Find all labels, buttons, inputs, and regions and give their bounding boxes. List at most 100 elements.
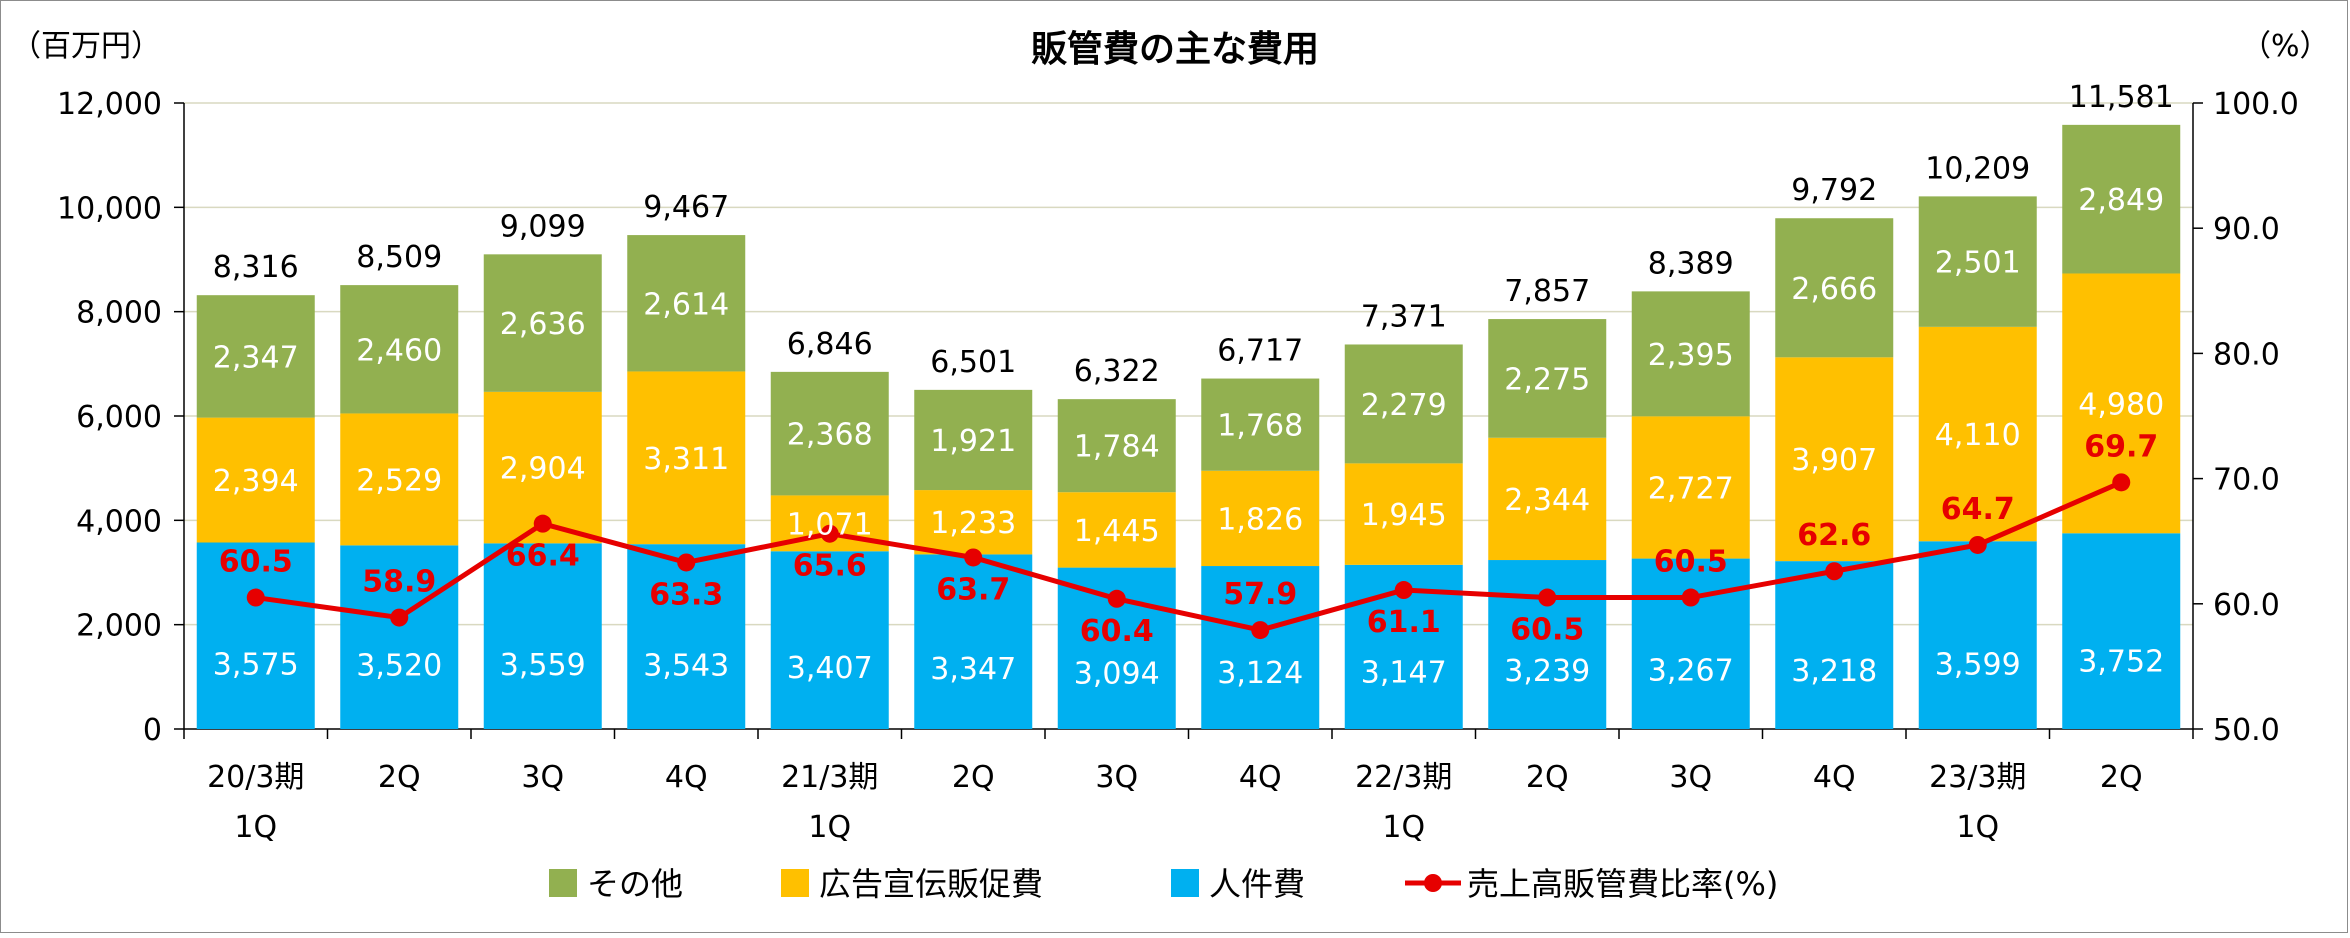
ratio-point (964, 548, 983, 567)
chart-title: 販管費の主な費用 (1031, 29, 1319, 70)
bar-advertising (1344, 463, 1463, 565)
left-tick-label: 4,000 (76, 504, 162, 539)
category-label: 2Q (2100, 760, 2143, 795)
segment-label-other: 1,768 (1217, 409, 1303, 444)
legend-marker (1424, 874, 1442, 892)
segment-label-personnel: 3,094 (1074, 657, 1160, 692)
segment-label-advertising: 1,445 (1074, 514, 1160, 549)
axes: 12,000 10,000 8,000 6,000 4,000 2,000 0 100.0 90… (57, 87, 2299, 845)
segment-label-personnel: 3,124 (1217, 656, 1303, 691)
bar-personnel (627, 544, 746, 729)
left-tick-label: 0 (143, 713, 162, 748)
segment-label-advertising: 1,826 (1217, 502, 1303, 537)
segment-label-other: 2,460 (356, 333, 442, 368)
ratio-label: 60.5 (1510, 613, 1584, 648)
ratio-label: 61.1 (1367, 605, 1441, 640)
ratio-point (533, 514, 552, 533)
bar-personnel (1775, 561, 1894, 729)
total-label: 6,846 (787, 327, 873, 362)
category-label: 3Q (1669, 760, 1712, 795)
data-labels: 3,575 2,394 2,347 8,316 3,520 2,529 2,460 8,509… (213, 80, 2174, 692)
ratio-point (390, 608, 409, 627)
segment-label-other: 1,784 (1074, 430, 1160, 465)
ratio-point (1538, 588, 1557, 607)
segment-label-personnel: 3,347 (930, 652, 1016, 687)
ratio-point (2112, 473, 2131, 492)
bar-other (1201, 378, 1320, 471)
segment-label-other: 2,347 (213, 340, 299, 375)
category-label: 21/3期 (781, 760, 878, 795)
category-sublabel: 1Q (1382, 810, 1425, 845)
bar-advertising (1488, 437, 1607, 561)
bar-personnel (483, 543, 602, 729)
total-label: 8,316 (213, 250, 299, 285)
segment-label-personnel: 3,267 (1648, 653, 1734, 688)
category-label: 4Q (1813, 760, 1856, 795)
segment-label-advertising: 4,110 (1935, 418, 2021, 453)
segment-label-personnel: 3,559 (500, 648, 586, 683)
segment-label-other: 2,614 (643, 287, 729, 322)
legend-swatch (1171, 869, 1199, 897)
right-tick-label: 70.0 (2213, 463, 2280, 498)
category-label: 2Q (952, 760, 995, 795)
segment-label-personnel: 3,520 (356, 649, 442, 684)
ratio-point (1825, 562, 1844, 581)
legend-label: その他 (587, 865, 683, 903)
left-tick-label: 12,000 (57, 87, 162, 122)
segment-label-other: 2,395 (1648, 338, 1734, 373)
right-tick-label: 80.0 (2213, 337, 2280, 372)
ratio-point (1394, 581, 1413, 600)
total-label: 6,322 (1074, 354, 1160, 389)
bar-other (1775, 218, 1894, 358)
ratio-label: 57.9 (1223, 577, 1297, 612)
ratio-label: 60.5 (1654, 545, 1728, 580)
legend-label: 広告宣伝販促費 (819, 865, 1043, 903)
ratio-point (1251, 621, 1270, 640)
ratio-label: 63.7 (936, 572, 1010, 607)
ratio-point (1107, 589, 1126, 608)
segment-label-advertising: 2,904 (500, 452, 586, 487)
bar-other (627, 235, 746, 372)
bar-advertising (914, 490, 1033, 555)
total-label: 9,467 (643, 190, 729, 225)
segment-label-other: 2,501 (1935, 246, 2021, 281)
bar-other (196, 295, 315, 418)
category-sublabel: 1Q (1956, 810, 1999, 845)
segment-label-advertising: 2,529 (356, 463, 442, 498)
segment-label-personnel: 3,147 (1361, 656, 1447, 691)
segment-label-advertising: 1,945 (1361, 498, 1447, 533)
segment-label-personnel: 3,407 (787, 651, 873, 686)
ratio-label: 62.6 (1797, 518, 1871, 553)
bar-other (770, 371, 889, 496)
bar-personnel (340, 545, 459, 729)
segment-label-advertising: 1,071 (787, 507, 873, 542)
bar-personnel (770, 551, 889, 729)
category-label: 4Q (1239, 760, 1282, 795)
bar-other (1631, 291, 1750, 417)
right-tick-label: 60.0 (2213, 588, 2280, 623)
category-label: 22/3期 (1355, 760, 1452, 795)
ratio-label: 63.3 (649, 577, 723, 612)
category-label: 23/3期 (1929, 760, 2026, 795)
segment-label-other: 2,368 (787, 418, 873, 453)
segment-label-advertising: 2,394 (213, 464, 299, 499)
bar-other (1344, 344, 1463, 464)
left-tick-label: 6,000 (76, 400, 162, 435)
bar-other (1488, 319, 1607, 438)
bars (196, 124, 2181, 729)
segment-label-advertising: 2,727 (1648, 471, 1734, 506)
segment-label-other: 2,275 (1504, 362, 1590, 397)
bar-personnel (1201, 566, 1320, 729)
category-label: 3Q (1095, 760, 1138, 795)
bar-advertising (1631, 416, 1750, 559)
total-label: 6,501 (930, 345, 1016, 380)
segment-label-personnel: 3,543 (643, 648, 729, 683)
bar-advertising (1775, 357, 1894, 562)
segment-label-other: 2,636 (500, 307, 586, 342)
category-label: 20/3期 (207, 760, 304, 795)
ratio-label: 65.6 (793, 549, 867, 584)
left-tick-label: 8,000 (76, 296, 162, 331)
bar-personnel (1631, 558, 1750, 729)
right-tick-label: 100.0 (2213, 87, 2299, 122)
ratio-point (820, 524, 839, 543)
